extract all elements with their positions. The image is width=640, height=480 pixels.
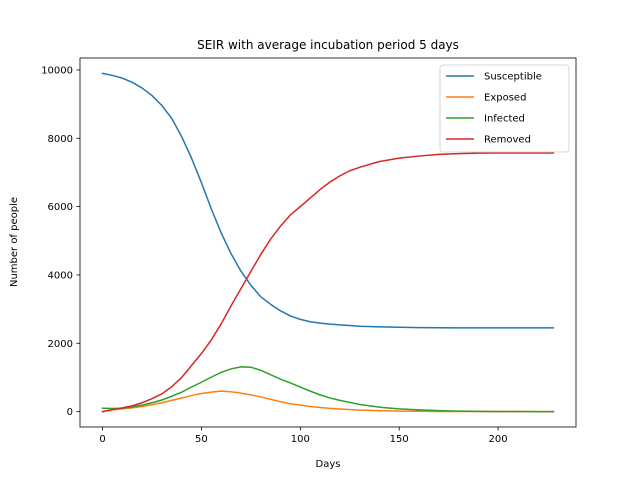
legend-label-susceptible: Susceptible	[484, 72, 542, 83]
series-line-exposed	[101, 390, 555, 413]
y-tick-label: 2000	[48, 339, 73, 350]
legend-box	[439, 64, 570, 153]
x-axis-label: Days	[316, 459, 341, 470]
series-line-infected	[101, 366, 555, 413]
series-line-susceptible	[101, 72, 555, 329]
plot-area	[101, 72, 555, 413]
y-tick-label: 6000	[48, 202, 73, 213]
x-tick-label: 150	[390, 434, 409, 445]
legend: Susceptible Exposed Infected Removed	[439, 64, 570, 153]
legend-label-removed: Removed	[484, 135, 531, 146]
y-tick-label: 4000	[48, 270, 73, 281]
x-axis: 0 50 100 150 200	[99, 427, 508, 445]
axes-frame	[79, 57, 577, 428]
x-tick-label: 200	[489, 434, 508, 445]
y-tick-label: 10000	[41, 65, 73, 76]
chart-title: SEIR with average incubation period 5 da…	[197, 38, 459, 52]
legend-label-exposed: Exposed	[484, 93, 526, 104]
series-line-removed	[101, 152, 555, 413]
y-tick-label: 8000	[48, 134, 73, 145]
y-axis: 0 2000 4000 6000 8000 10000	[41, 65, 80, 418]
y-axis-label: Number of people	[9, 197, 20, 287]
x-tick-label: 50	[195, 434, 208, 445]
y-tick-label: 0	[67, 407, 73, 418]
x-tick-label: 100	[291, 434, 310, 445]
x-tick-label: 0	[99, 434, 105, 445]
legend-label-infected: Infected	[484, 114, 525, 125]
